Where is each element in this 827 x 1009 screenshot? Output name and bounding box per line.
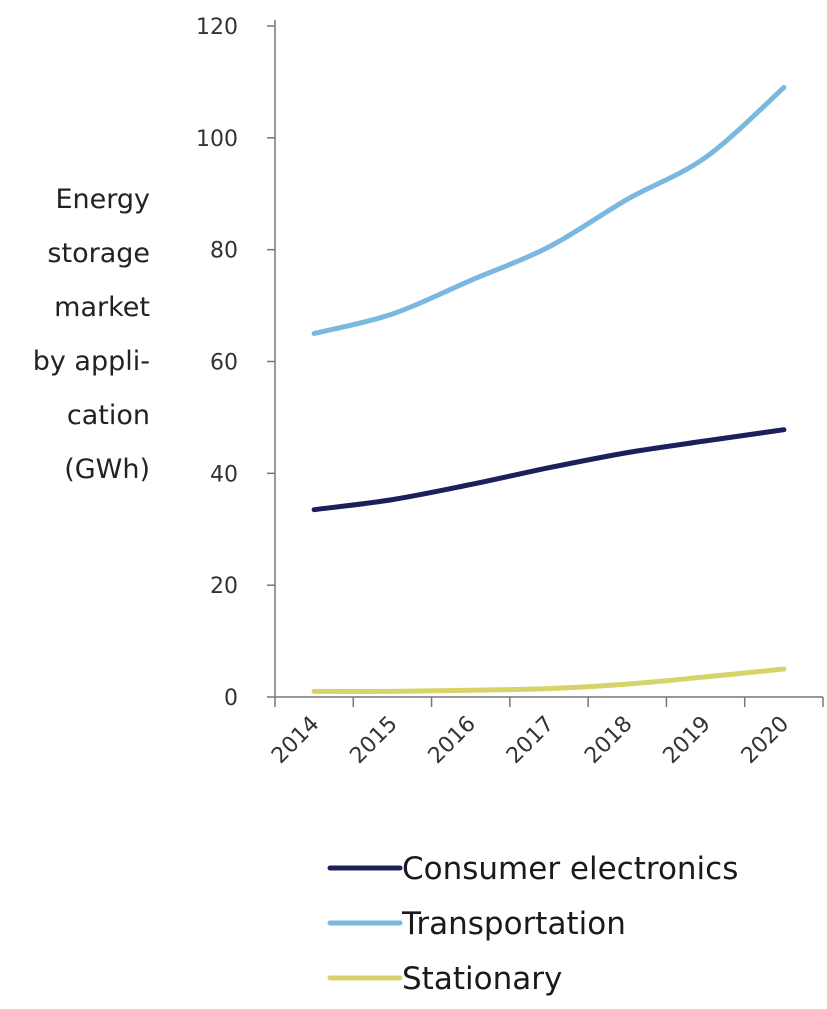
y-tick-label: 80 xyxy=(210,239,238,264)
series-line-consumer-electronics xyxy=(311,427,787,513)
y-tick-label: 20 xyxy=(210,574,238,599)
y-tick-label: 40 xyxy=(210,462,238,487)
y-axis-label-line: storage xyxy=(47,238,150,269)
y-tick-labels: 0 20 40 60 80 100 120 xyxy=(196,15,238,711)
legend-label-stationary: Stationary xyxy=(402,961,562,997)
series-line-stationary xyxy=(311,666,787,694)
x-tick-labels: 2014 2015 2016 2017 2018 2019 2020 xyxy=(267,712,794,769)
legend-label-consumer-electronics: Consumer electronics xyxy=(402,851,738,887)
y-tick-label: 60 xyxy=(210,351,238,376)
x-tick-label: 2019 xyxy=(659,712,716,769)
y-axis-label: Energy storage market by appli-cation (GWh) xyxy=(33,184,150,485)
x-tick-label: 2017 xyxy=(502,712,559,769)
legend: Consumer electronics Transportation Statio… xyxy=(327,851,738,997)
x-tick-label: 2018 xyxy=(580,712,637,769)
y-axis-label-line: cation xyxy=(67,400,150,431)
y-axis-label-line: Energy xyxy=(55,184,150,215)
x-tick-label: 2016 xyxy=(424,712,481,769)
y-tick-label: 0 xyxy=(224,686,238,711)
y-axis-label-line: (GWh) xyxy=(64,454,150,485)
y-tick-label: 120 xyxy=(196,15,238,40)
y-tick-label: 100 xyxy=(196,127,238,152)
series-line-transportation xyxy=(311,85,787,336)
x-tick-label: 2014 xyxy=(267,712,324,769)
legend-label-transportation: Transportation xyxy=(401,906,626,942)
y-axis-label-line: market xyxy=(54,292,150,323)
series-lines xyxy=(311,85,787,694)
y-axis-label-line: by appli- xyxy=(33,346,150,377)
x-tick-label: 2015 xyxy=(345,712,402,769)
x-tick-label: 2020 xyxy=(737,712,794,769)
axes xyxy=(267,20,824,707)
